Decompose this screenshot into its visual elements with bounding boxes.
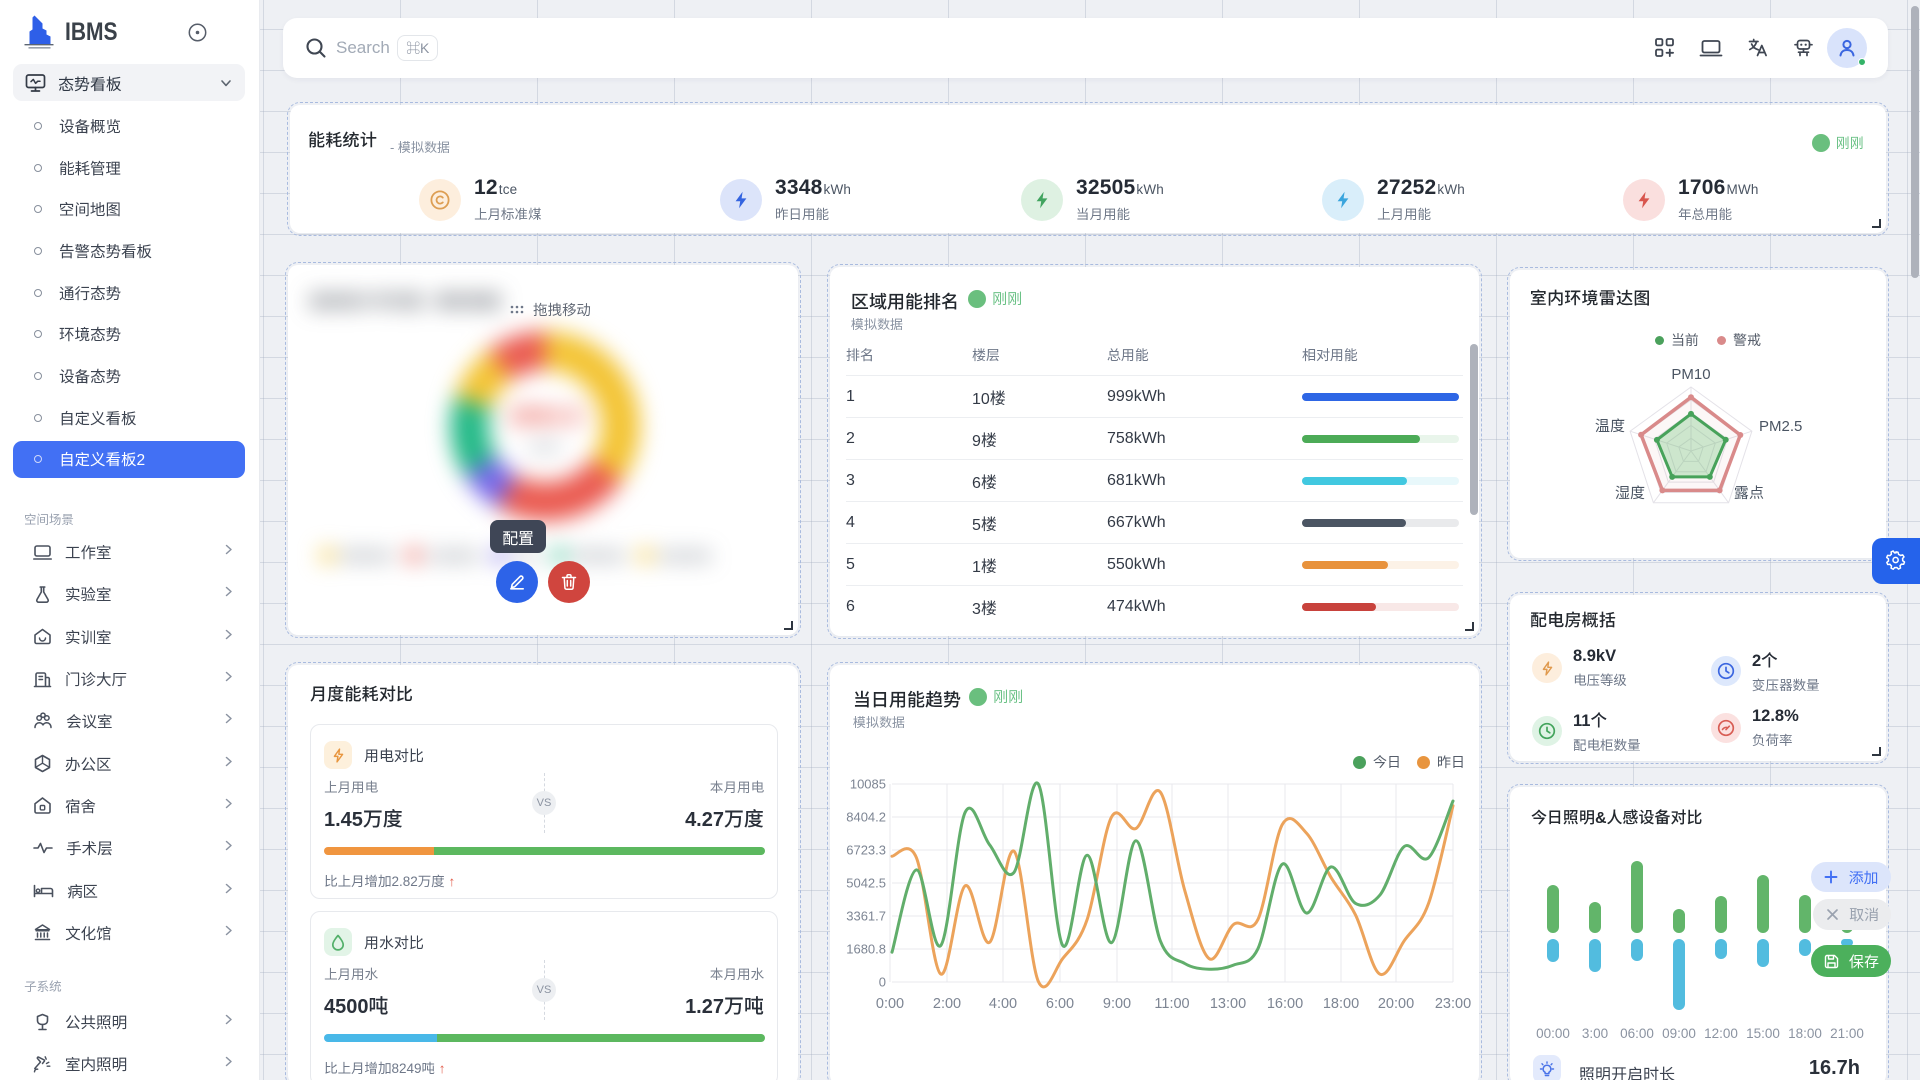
svg-text:温度: 温度 [1595, 418, 1625, 435]
svg-text:PM2.5: PM2.5 [1759, 418, 1802, 435]
svg-text:PM10: PM10 [1671, 366, 1710, 383]
svg-text:湿度: 湿度 [1615, 485, 1645, 502]
svg-text:露点: 露点 [1734, 485, 1764, 502]
